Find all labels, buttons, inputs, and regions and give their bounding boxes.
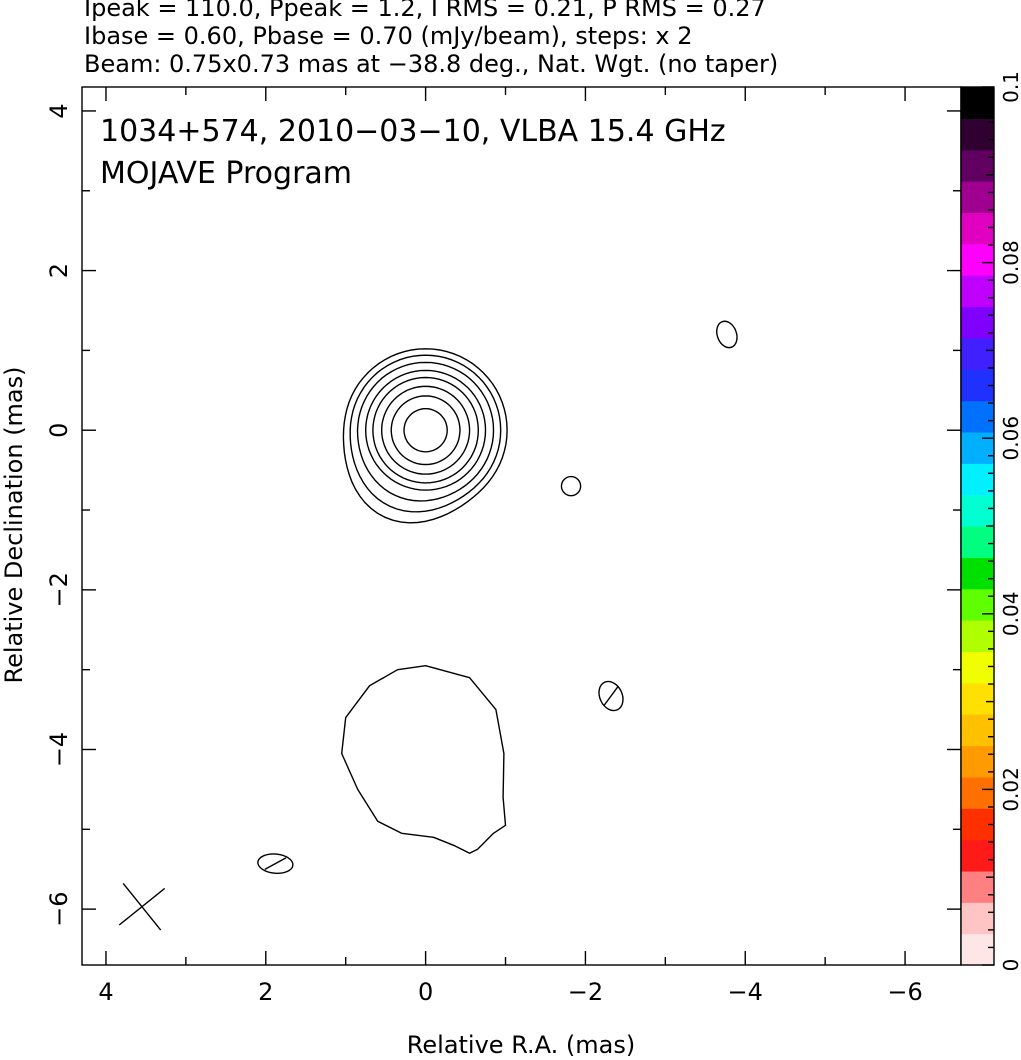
x-tick-label: 0 — [418, 978, 433, 1006]
colorbar-tick-label: 0.1 — [999, 71, 1021, 103]
blob-contour — [257, 853, 294, 874]
y-tick-label: −4 — [45, 732, 73, 767]
colorbar-tick-label: 0.04 — [999, 592, 1021, 637]
x-tick-label: 4 — [98, 978, 113, 1006]
core-contour — [390, 395, 461, 466]
colorbar-swatch — [961, 870, 994, 903]
colorbar-swatch — [961, 682, 994, 715]
colorbar-swatch — [961, 243, 994, 276]
core-contour — [342, 348, 508, 524]
colorbar-swatch — [961, 526, 994, 558]
colorbar-swatch — [961, 839, 994, 872]
core-contour — [380, 385, 471, 475]
core-contour — [372, 376, 480, 484]
colorbar-swatch — [961, 87, 994, 119]
header-line-2: Ibase = 0.60, Pbase = 0.70 (mJy/beam), s… — [84, 22, 693, 50]
colorbar-swatch — [961, 557, 994, 590]
x-tick-label: 2 — [258, 978, 273, 1006]
blob-contour — [560, 475, 582, 497]
colorbar-swatch — [961, 933, 994, 966]
colorbar-swatch — [961, 181, 994, 214]
colorbar-swatch — [961, 306, 994, 339]
colorbar-tick-label: 0.08 — [999, 240, 1021, 285]
core-contour — [403, 408, 448, 453]
lobe-contour — [341, 665, 507, 854]
colorbar-swatch — [961, 337, 994, 370]
colorbar-swatch — [961, 620, 994, 653]
colorbar-swatch — [961, 588, 994, 621]
x-tick-label: −2 — [568, 978, 603, 1006]
colorbar-swatch — [961, 149, 994, 182]
blob-vector — [264, 857, 287, 870]
blob-contour — [716, 320, 738, 349]
colorbar-swatch — [961, 463, 994, 496]
plot-border — [81, 86, 962, 966]
colorbar-swatch — [961, 494, 994, 527]
beam-minor-axis — [118, 887, 166, 926]
colorbar-tick-label: 0.02 — [999, 767, 1021, 812]
x-tick-label: −4 — [728, 978, 763, 1006]
colorbar-swatch — [961, 431, 994, 464]
colorbar: 0 0.02 0.04 0.06 0.08 0.1 — [960, 71, 1021, 972]
colorbar-tick-label: 0.06 — [999, 416, 1021, 461]
plot-title: 1034+574, 2010−03−10, VLBA 15.4 GHz — [100, 114, 726, 149]
y-tick-label: 0 — [45, 423, 73, 438]
colorbar-swatch — [961, 902, 994, 935]
y-tick-label: 2 — [45, 263, 73, 278]
header-line-1: Ipeak = 110.0, Ppeak = 1.2, I RMS = 0.21… — [84, 0, 766, 22]
y-axis-label: Relative Declination (mas) — [0, 366, 28, 683]
y-tick-label: 4 — [45, 103, 73, 118]
y-tick-label: −6 — [45, 891, 73, 926]
header: Ipeak = 110.0, Ppeak = 1.2, I RMS = 0.21… — [84, 0, 778, 78]
colorbar-swatch — [961, 776, 994, 809]
y-tick-label: −2 — [45, 572, 73, 607]
colorbar-swatch — [961, 400, 994, 433]
x-tick-label: −6 — [887, 978, 922, 1006]
plot-subtitle: MOJAVE Program — [100, 156, 352, 191]
colorbar-swatch — [961, 212, 994, 245]
core-contour — [356, 361, 495, 502]
contours — [118, 320, 738, 931]
colorbar-swatch — [961, 745, 994, 778]
blob-vector — [603, 686, 619, 706]
plot-frame: 4 2 0 −2 −4 −6 −6 −4 −2 0 2 4 — [45, 86, 962, 1006]
header-line-3: Beam: 0.75x0.73 mas at −38.8 deg., Nat. … — [84, 50, 778, 78]
x-axis-label: Relative R.A. (mas) — [407, 1031, 635, 1059]
colorbar-tick-label: 0 — [999, 959, 1021, 972]
blob-contour — [598, 680, 624, 712]
colorbar-swatch — [961, 651, 994, 684]
core-contour — [364, 369, 487, 491]
colorbar-swatch — [961, 118, 994, 151]
core-contour — [349, 354, 502, 513]
